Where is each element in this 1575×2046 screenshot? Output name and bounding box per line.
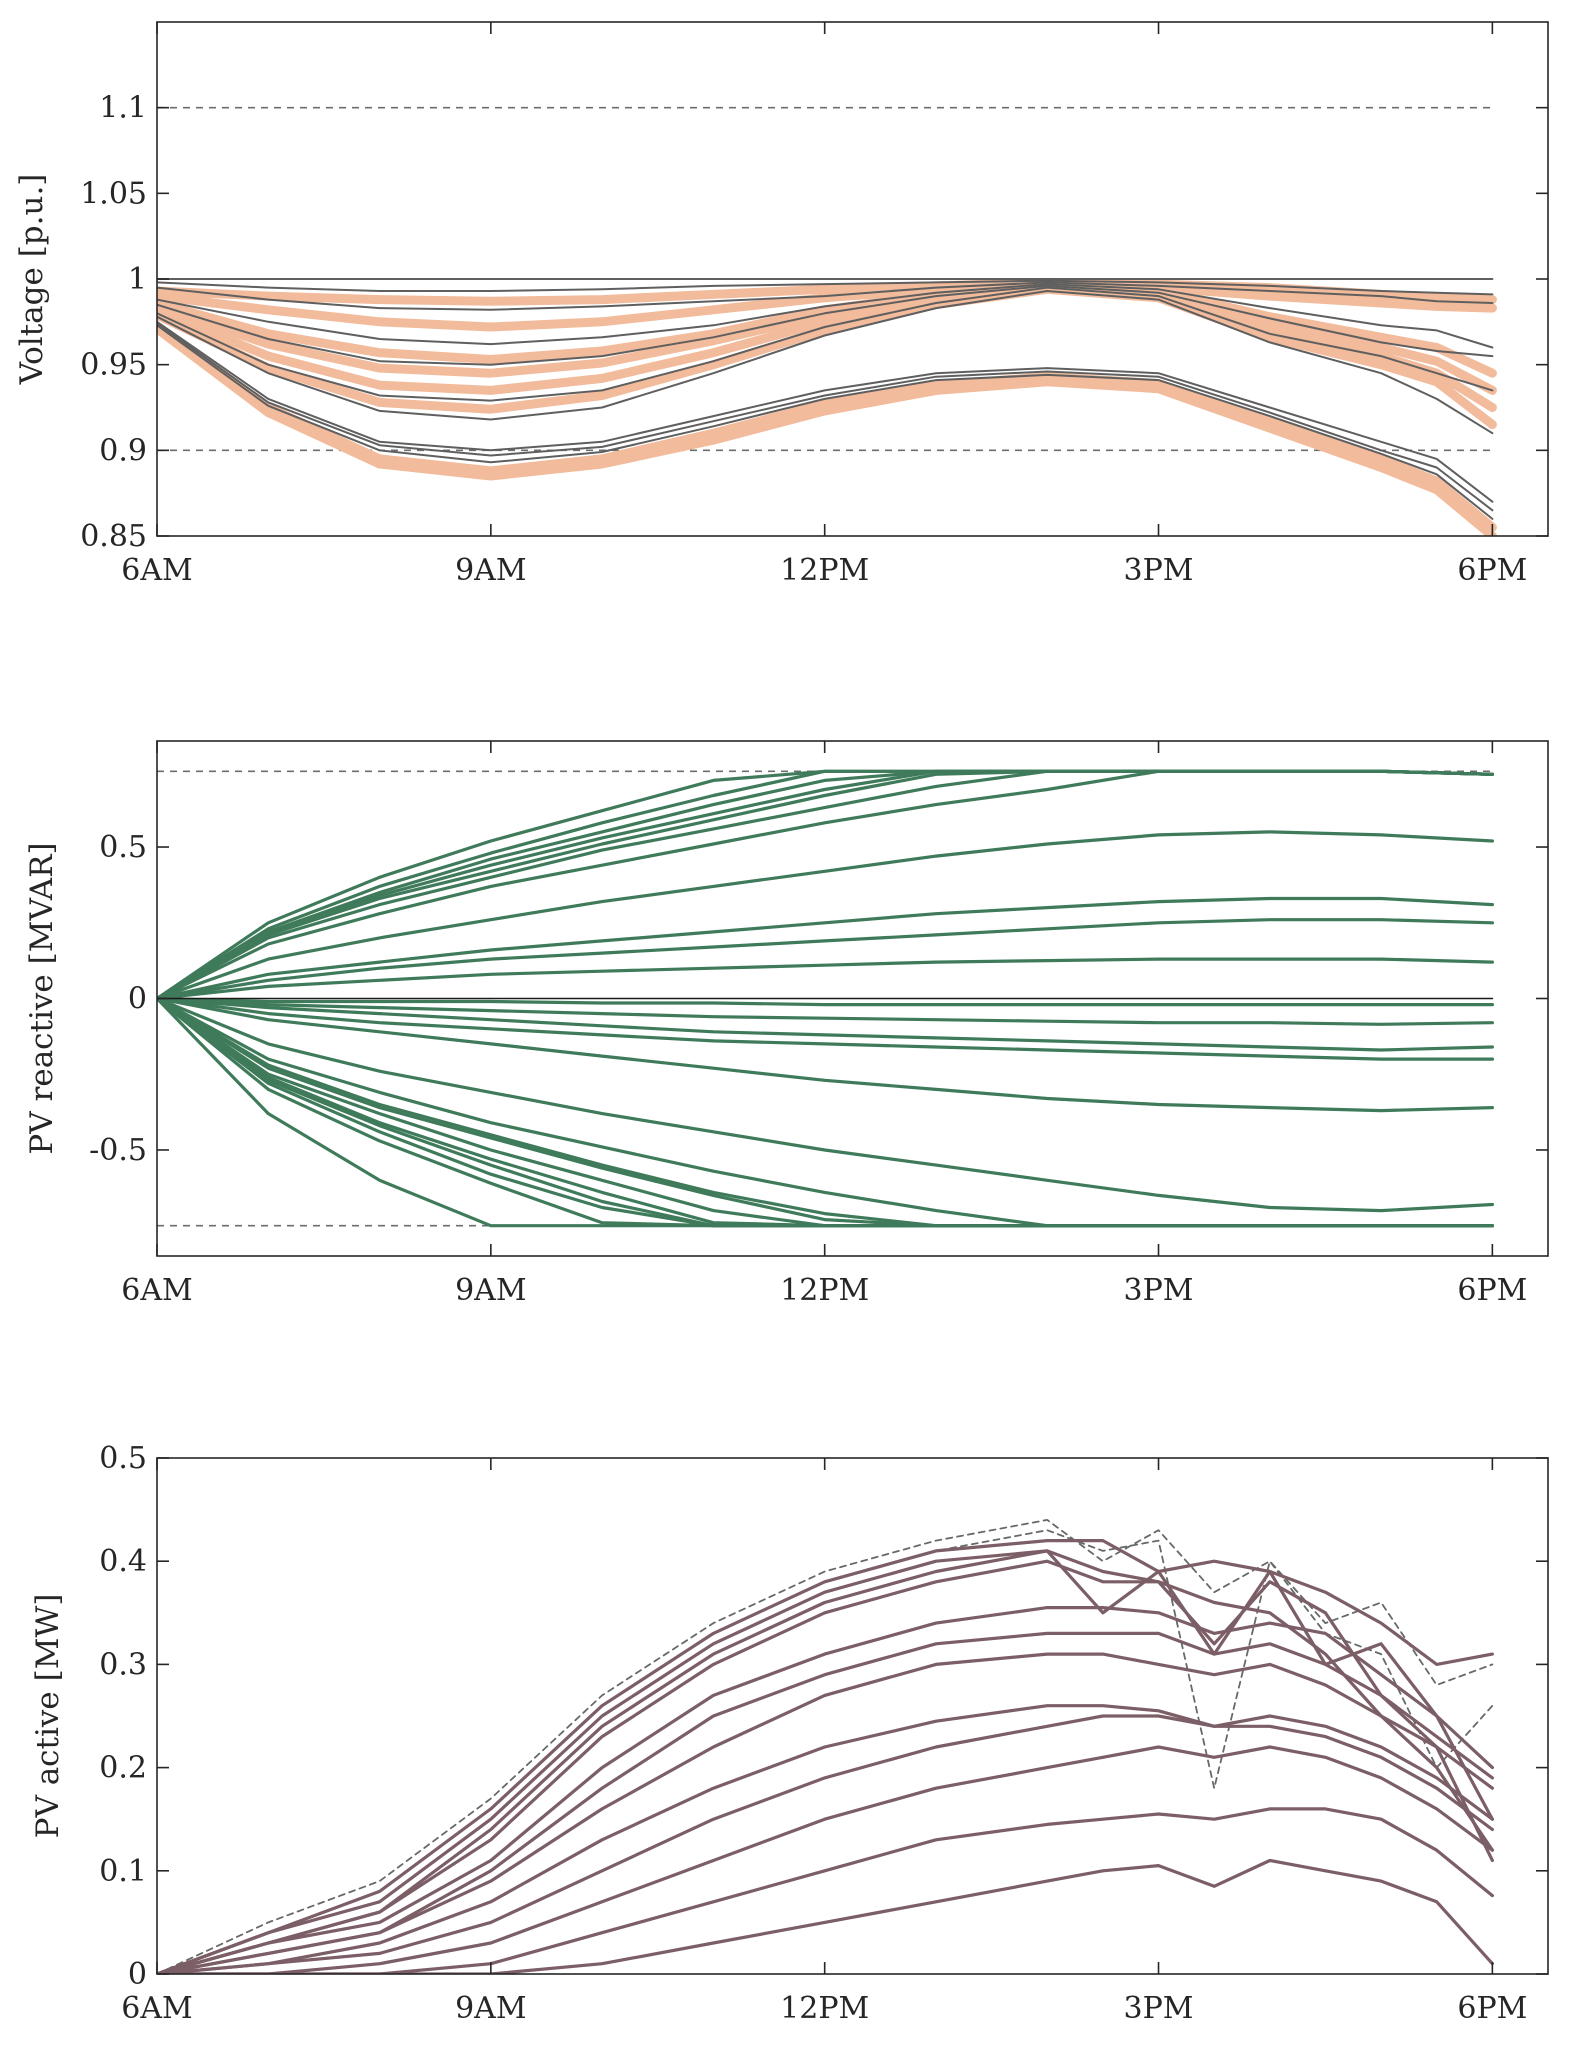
series-line-2 — [157, 1538, 1495, 1974]
x-tick-label: 12PM — [780, 1273, 869, 1308]
x-tick-label: 9AM — [455, 1991, 526, 2026]
series-line-13 — [157, 996, 1495, 1026]
x-tick-label: 6PM — [1457, 1273, 1527, 1308]
x-tick-label: 6AM — [121, 553, 192, 588]
series-line-12 — [157, 1807, 1495, 1974]
x-tick-label: 9AM — [455, 553, 526, 588]
series-line-5 — [157, 284, 1497, 430]
x-tick-label: 6AM — [121, 1991, 192, 2026]
series-line-4 — [157, 1549, 1495, 1974]
series-line-17 — [157, 324, 1494, 520]
plot-area — [157, 1519, 1495, 1974]
series-line-8 — [157, 830, 1495, 1001]
series-line-17 — [157, 996, 1495, 1213]
voltage-chart: 6AM 9AM 12PM 3PM 6PM 0.85 0.9 0.95 1 1.05 1.1 Volta… — [14, 21, 1549, 588]
y-axis-label: PV active [MW] — [30, 1594, 66, 1839]
pv-reactive-chart: 6AM 9AM 12PM 3PM 6PM -0.5 0 0.5 PV reactive [MVA… — [24, 740, 1549, 1308]
series-line-9 — [157, 1704, 1495, 1974]
x-tick-label: 3PM — [1124, 1273, 1194, 1308]
series-line-14 — [157, 996, 1495, 1052]
y-tick-label: -0.5 — [89, 1133, 147, 1168]
x-tick-label: 6PM — [1457, 553, 1527, 588]
series-line-9 — [157, 279, 1494, 296]
series-line-15 — [157, 996, 1495, 1061]
series-line-11 — [157, 957, 1495, 1001]
y-tick-label: 0.5 — [99, 830, 147, 865]
y-tick-label: 0.1 — [99, 1854, 147, 1889]
y-tick-label: 0.3 — [99, 1647, 147, 1682]
y-tick-label: 0.5 — [99, 1441, 147, 1476]
x-tick-label: 9AM — [455, 1273, 526, 1308]
series-line-10 — [157, 1714, 1495, 1974]
y-tick-label: 0.95 — [80, 348, 147, 383]
series-line-1 — [157, 279, 1497, 332]
x-tick-label: 6PM — [1457, 1991, 1527, 2026]
series-line-6 — [157, 1605, 1495, 1974]
y-tick-label: 0 — [128, 982, 147, 1017]
x-tick-label: 12PM — [780, 1991, 869, 2026]
series-line-7 — [157, 324, 1497, 536]
y-axis-label: PV reactive [MVAR] — [24, 842, 60, 1154]
series-line-0 — [157, 277, 1497, 306]
series-line-26 — [157, 996, 1495, 1228]
series-line-11 — [157, 283, 1494, 349]
series-line-13 — [157, 1858, 1495, 1974]
y-tick-label: 1 — [128, 262, 147, 297]
series-line-5 — [157, 1559, 1495, 1974]
series-line-16 — [157, 996, 1495, 1113]
series-line-8 — [157, 1652, 1495, 1974]
plot-area — [157, 769, 1495, 1228]
y-axis-label: Voltage [p.u.] — [14, 174, 50, 386]
pv-active-chart: 6AM 9AM 12PM 3PM 6PM 0 0.1 0.2 0.3 0.4 0.5 PV activ… — [30, 1441, 1549, 2026]
series-line-16 — [157, 322, 1494, 512]
x-tick-label: 6AM — [121, 1273, 192, 1308]
plot-area — [157, 106, 1497, 536]
y-tick-label: 0.9 — [99, 433, 147, 468]
series-line-11 — [157, 1745, 1495, 1974]
y-tick-label: 0.2 — [99, 1751, 147, 1786]
series-line-12 — [157, 284, 1494, 366]
series-line-7 — [157, 769, 1495, 1001]
series-line-10 — [157, 918, 1495, 1001]
series-line-12 — [157, 996, 1495, 1007]
x-tick-label: 12PM — [780, 553, 869, 588]
series-line-15 — [157, 320, 1494, 503]
series-line-6 — [157, 322, 1497, 532]
series-line-10 — [157, 281, 1494, 311]
y-tick-label: 0.4 — [99, 1544, 147, 1579]
series-line-14 — [157, 290, 1494, 435]
series-line-0 — [157, 1519, 1494, 1974]
series-line-7 — [157, 1631, 1495, 1974]
y-tick-label: 1.1 — [99, 91, 147, 126]
series-line-13 — [157, 286, 1494, 402]
y-tick-label: 1.05 — [80, 176, 147, 211]
x-tick-label: 3PM — [1124, 553, 1194, 588]
y-tick-label: 0.85 — [80, 519, 147, 554]
x-tick-label: 3PM — [1124, 1991, 1194, 2026]
y-tick-label: 0 — [128, 1957, 147, 1992]
axes-box — [156, 1457, 1549, 1975]
series-line-9 — [157, 896, 1495, 1001]
